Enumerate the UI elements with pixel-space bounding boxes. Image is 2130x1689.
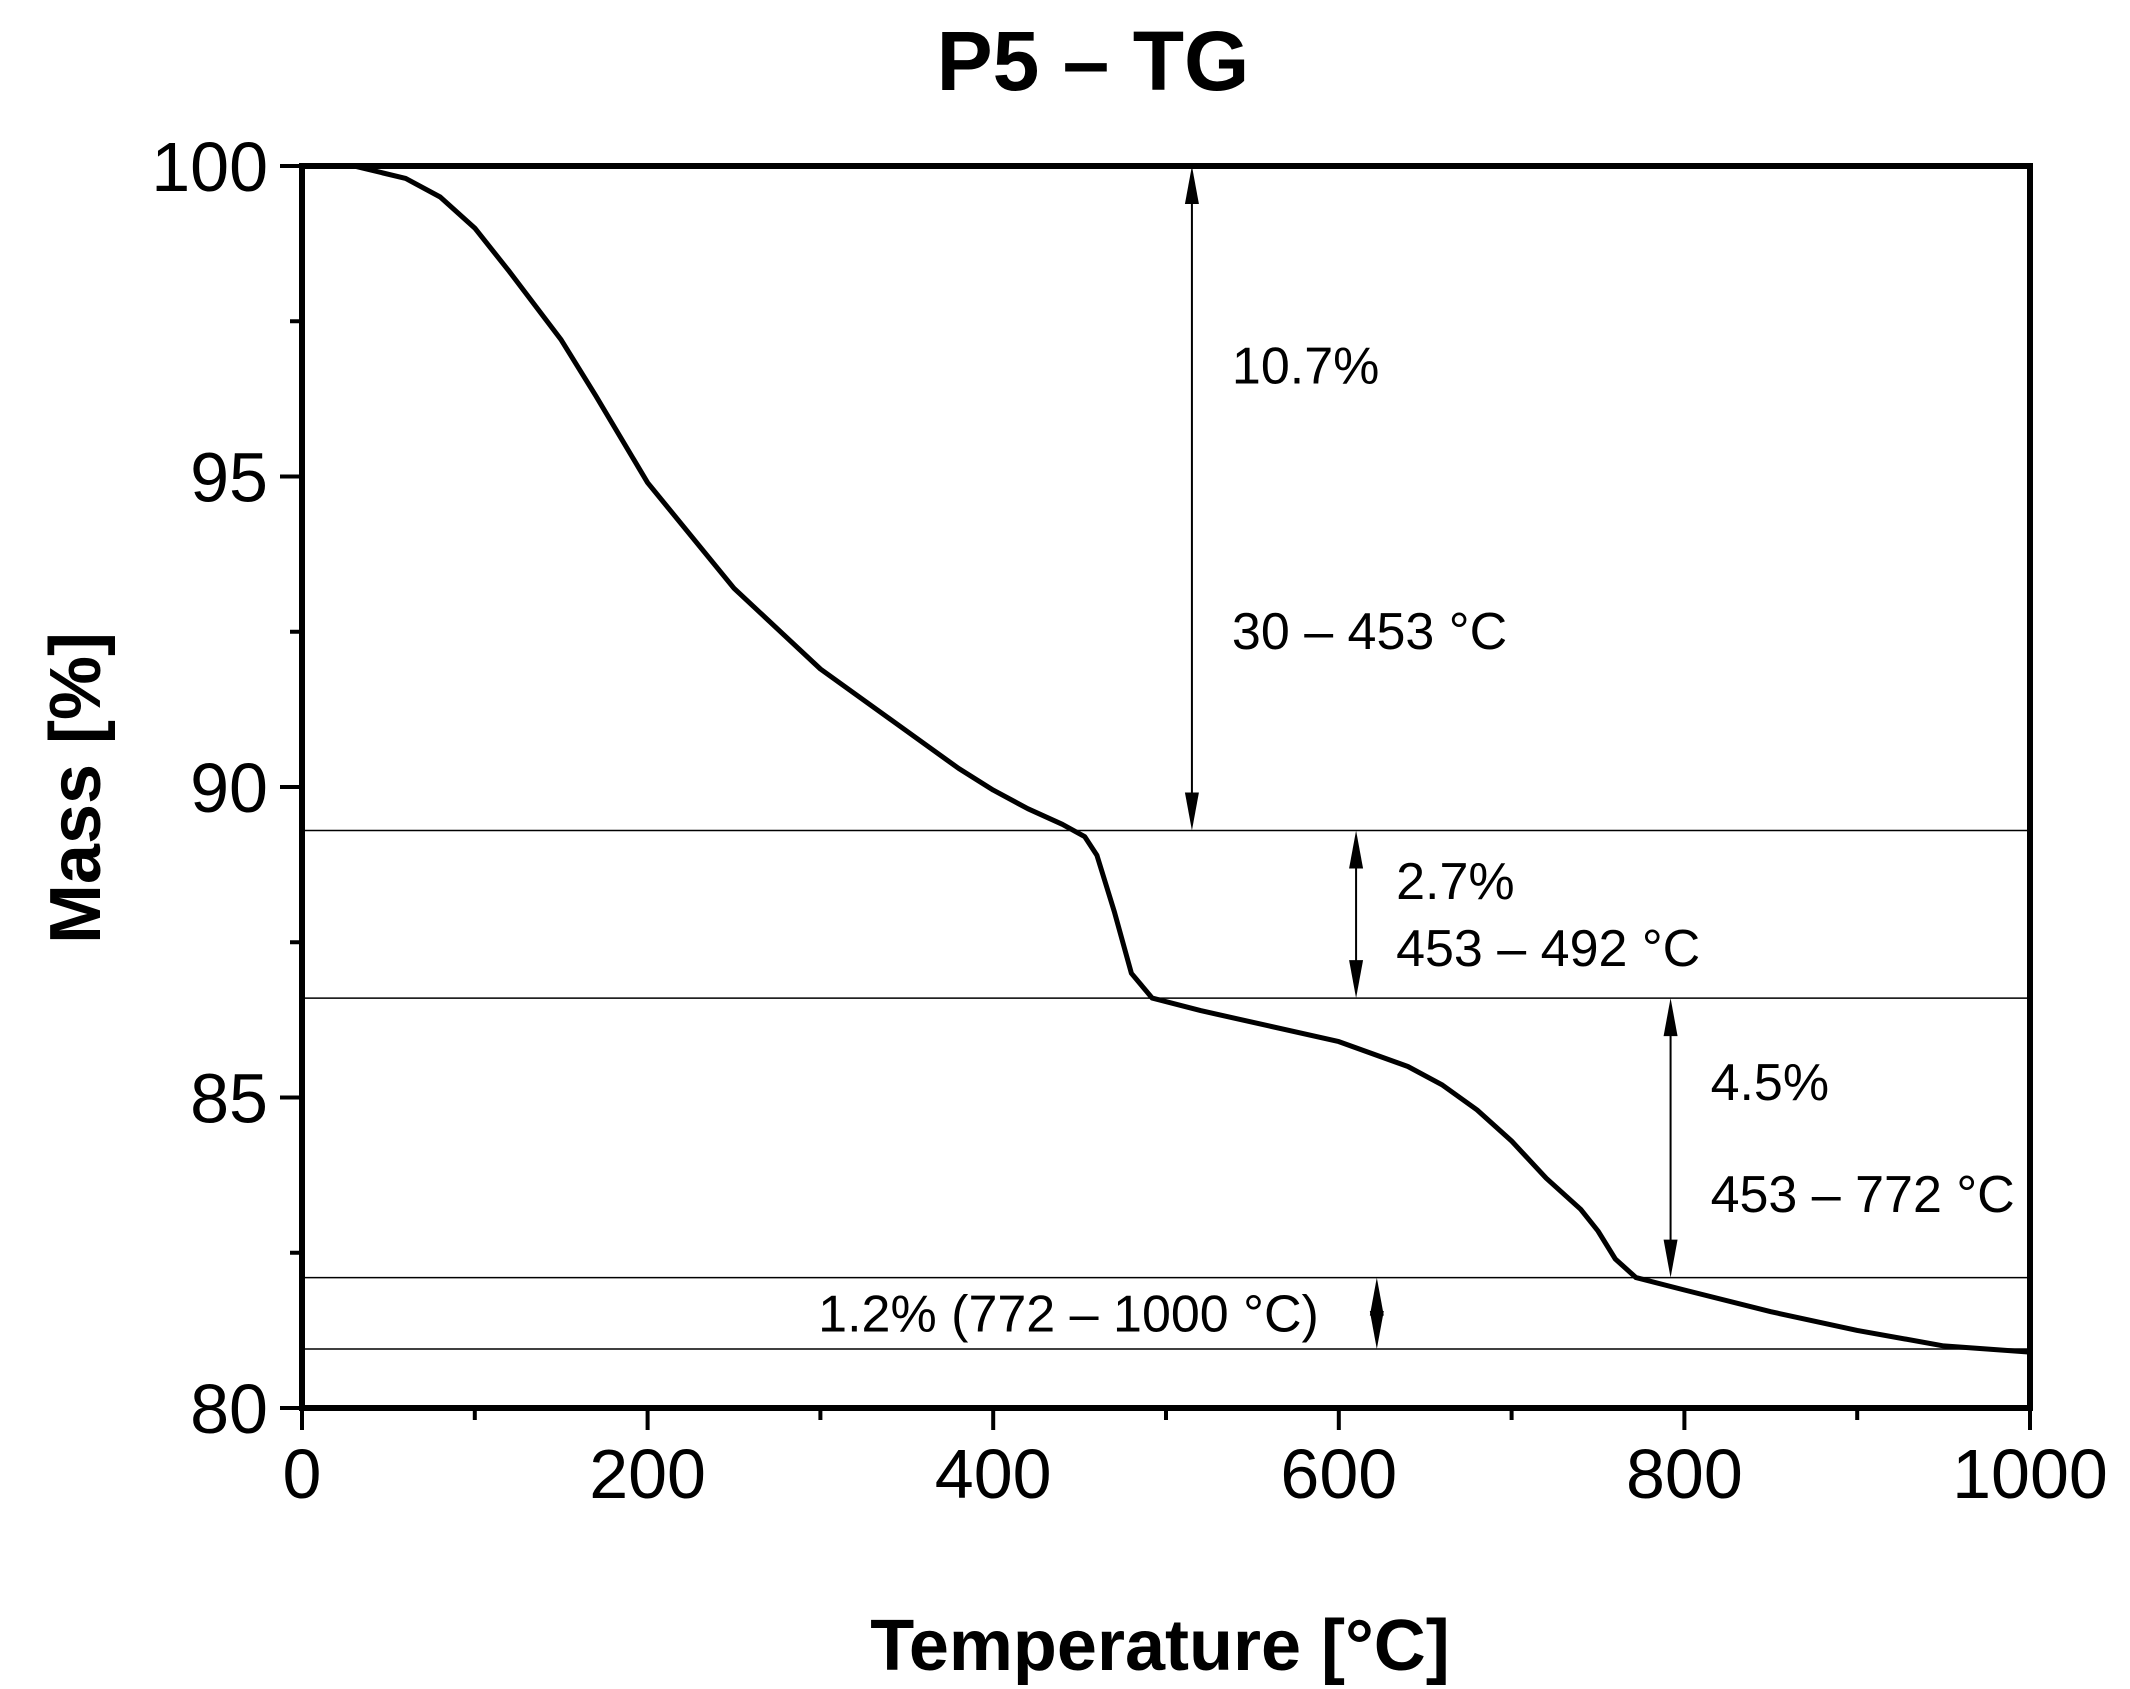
y-axis-ticks: 80 85 90 95 100 xyxy=(151,128,302,1448)
annotation-range: 30 – 453 °C xyxy=(1232,603,1507,661)
x-tick-label: 600 xyxy=(1280,1435,1397,1513)
annotation-arrowhead-bottom xyxy=(1369,1311,1384,1350)
annotation-label: 2.7% xyxy=(1396,853,1515,911)
x-tick-label: 1000 xyxy=(1952,1435,2108,1513)
x-tick-label: 800 xyxy=(1626,1435,1743,1513)
annotation-4: 1.2% (772 – 1000 °C) xyxy=(818,1277,1384,1350)
annotation-arrowhead-top xyxy=(1184,166,1199,204)
x-tick-label: 200 xyxy=(589,1435,706,1513)
y-tick-label: 95 xyxy=(190,439,268,517)
annotation-label: 10.7% xyxy=(1232,337,1379,395)
reference-lines xyxy=(302,829,2030,1350)
x-tick-label: 0 xyxy=(283,1435,322,1513)
data-series xyxy=(351,163,2033,1355)
y-tick-label: 90 xyxy=(190,749,268,827)
annotation-arrowhead-top xyxy=(1349,830,1364,869)
annotation-arrowhead-top xyxy=(1663,998,1678,1037)
x-axis-title: Temperature [°C] xyxy=(870,1606,1450,1686)
y-tick-label: 100 xyxy=(151,128,268,206)
annotation-arrowhead-bottom xyxy=(1349,960,1364,999)
annotation-1: 10.7% 30 – 453 °C xyxy=(1184,166,1507,831)
annotation-label: 4.5% xyxy=(1711,1054,1830,1112)
series-line-1 xyxy=(351,163,2033,1355)
x-axis-ticks: 0 200 400 600 800 1000 xyxy=(283,1408,2108,1513)
y-axis-title: Mass [%] xyxy=(36,632,116,944)
annotation-arrowhead-bottom xyxy=(1663,1239,1678,1278)
y-tick-label: 85 xyxy=(190,1060,268,1138)
annotation-range: 453 – 492 °C xyxy=(1396,920,1700,978)
x-tick-label: 400 xyxy=(935,1435,1052,1513)
annotation-label: 1.2% (772 – 1000 °C) xyxy=(818,1285,1319,1343)
y-tick-label: 80 xyxy=(190,1370,268,1448)
annotations: 10.7% 30 – 453 °C 2.7% 453 – 492 °C 4.5% 453 … xyxy=(818,166,2015,1350)
annotation-arrowhead-bottom xyxy=(1184,792,1199,831)
annotation-3: 4.5% 453 – 772 °C xyxy=(1663,998,2015,1278)
annotation-range: 453 – 772 °C xyxy=(1711,1166,2015,1224)
chart-title: P5 – TG xyxy=(937,14,1250,108)
annotation-arrowhead-top xyxy=(1369,1277,1384,1316)
annotation-2: 2.7% 453 – 492 °C xyxy=(1349,830,1700,999)
